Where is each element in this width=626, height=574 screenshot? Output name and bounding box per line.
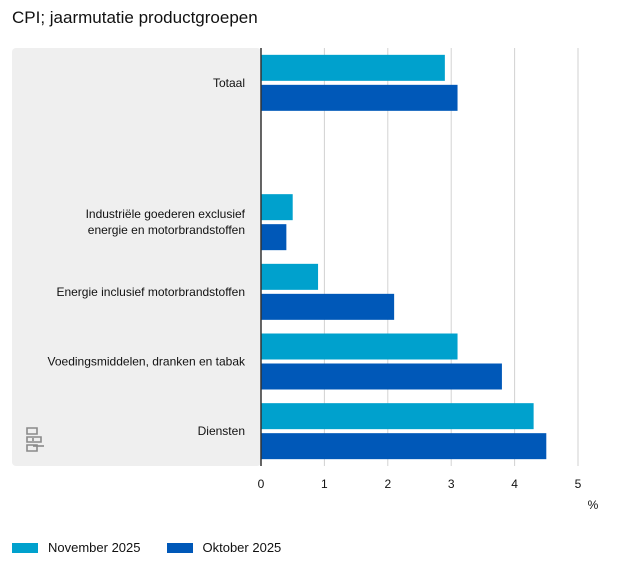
legend-label: November 2025 (48, 540, 141, 555)
legend-swatch (166, 542, 193, 553)
bar-oktober-5 (261, 433, 547, 460)
category-label: Voedingsmiddelen, dranken en tabak (48, 355, 246, 369)
legend-label: Oktober 2025 (202, 540, 282, 555)
bar-november-2 (261, 194, 293, 221)
bar-november-3 (261, 263, 319, 290)
bar-november-4 (261, 333, 458, 360)
legend: November 2025 Oktober 2025 (12, 540, 307, 555)
cbs-logo-icon (26, 427, 44, 452)
x-tick-label: 5 (575, 477, 582, 491)
x-tick-label: 1 (321, 477, 328, 491)
x-tick-label: 0 (258, 477, 265, 491)
x-tick-label: 3 (448, 477, 455, 491)
legend-swatch (12, 542, 38, 553)
legend-item-november[interactable]: November 2025 (12, 540, 141, 555)
bar-oktober-2 (261, 224, 287, 251)
x-tick-label: 4 (511, 477, 518, 491)
legend-item-oktober[interactable]: Oktober 2025 (166, 540, 282, 555)
x-tick-label: 2 (384, 477, 391, 491)
category-label: Industriële goederen exclusief energie en… (86, 207, 246, 237)
category-label: Diensten (198, 424, 245, 438)
category-label: Totaal (213, 76, 245, 90)
bar-november-0 (261, 54, 445, 81)
x-axis-unit: % (588, 498, 599, 512)
bar-oktober-4 (261, 363, 502, 390)
chart-title: CPI; jaarmutatie productgroepen (12, 8, 258, 27)
label-panel (12, 48, 261, 466)
bar-november-5 (261, 403, 534, 430)
category-label: Energie inclusief motorbrandstoffen (56, 285, 245, 299)
bar-oktober-0 (261, 84, 458, 111)
bar-oktober-3 (261, 293, 395, 320)
